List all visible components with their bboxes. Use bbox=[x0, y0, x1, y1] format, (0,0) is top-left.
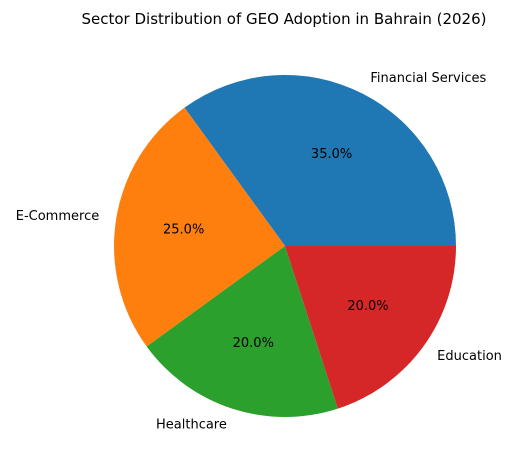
pie-pct-label-financial-services: 35.0% bbox=[311, 147, 352, 162]
pie-slice-e-commerce bbox=[114, 107, 286, 347]
pie-slice-financial-services bbox=[184, 75, 457, 246]
pie-pct-label-education: 20.0% bbox=[347, 299, 388, 314]
pie-label-financial-services: Financial Services bbox=[370, 71, 486, 86]
pie-pct-label-e-commerce: 25.0% bbox=[163, 222, 204, 237]
pie-label-e-commerce: E-Commerce bbox=[16, 209, 99, 224]
pie-slices bbox=[114, 75, 457, 417]
pie-label-healthcare: Healthcare bbox=[156, 417, 227, 432]
pie-label-education: Education bbox=[437, 349, 502, 364]
pie-labels: 35.0% Financial Services 25.0% E-Commerce 20… bbox=[16, 71, 502, 432]
pie-pct-label-healthcare: 20.0% bbox=[233, 336, 274, 351]
chart-title: Sector Distribution of GEO Adoption in B… bbox=[82, 10, 487, 28]
pie-slice-healthcare bbox=[146, 246, 338, 417]
pie-slice-education bbox=[285, 246, 456, 409]
